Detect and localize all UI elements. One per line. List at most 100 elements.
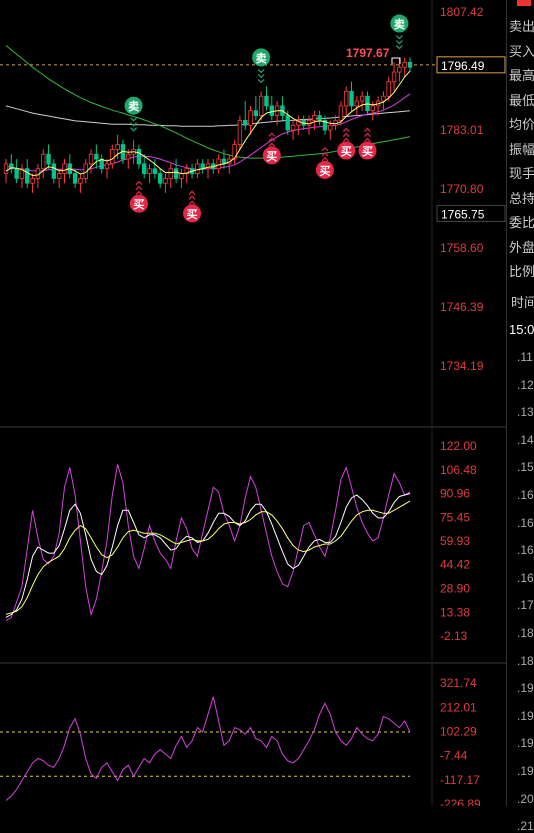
sell-signal: 卖: [390, 14, 409, 50]
candle-body: [126, 153, 131, 160]
candle-body: [157, 173, 163, 184]
side-field-label: 总持: [509, 190, 534, 206]
osc1-axis-tick: -2.13: [440, 629, 468, 643]
candle-body: [147, 168, 152, 174]
candle-body: [30, 177, 35, 184]
trade-time-entry: .15: [517, 460, 534, 475]
trade-time-entry: .18: [517, 653, 534, 668]
candle-body: [9, 163, 14, 170]
candle-body: [237, 119, 243, 145]
trade-time-entry: .16: [517, 488, 534, 502]
candle-body: [51, 163, 57, 179]
trade-time-entry: .19: [517, 681, 534, 696]
candle-body: [232, 144, 237, 160]
quote-side-panel: 卖出 买入 最高 最低 均价 振幅 现手 总持 委比 外盘 比例 时间 15:0 .11 .12 .13 .14…: [506, 0, 534, 833]
side-field-label: 振幅: [509, 141, 534, 157]
candle-body: [195, 163, 200, 174]
osc1-series-line-1: [5, 493, 411, 618]
osc1-axis-tick: 122.00: [440, 439, 477, 453]
buy-signal-label: 买: [362, 145, 373, 158]
ma-short-line: [5, 70, 411, 177]
candle-body: [115, 144, 120, 150]
side-field-label: 外盘: [509, 239, 534, 255]
chart-canvas: 1807.42 1783.01 1770.80 1758.60 1746.39 1734.…: [0, 0, 506, 806]
candle-body: [338, 105, 344, 121]
trade-time-entry: .19: [517, 736, 534, 751]
candle-body: [253, 110, 259, 116]
trade-time-entry: .16: [517, 570, 534, 585]
candle-body: [3, 163, 9, 174]
side-field-label: 均价: [509, 117, 534, 132]
candle-body: [370, 105, 375, 112]
candle-body: [354, 100, 360, 107]
osc1-axis-tick: 13.38: [440, 605, 470, 619]
buy-signal: 买: [337, 127, 356, 160]
candle-body: [407, 61, 413, 68]
osc2-axis-tick: 321.74: [440, 676, 477, 690]
candle-body: [258, 95, 264, 116]
candle-body: [14, 168, 19, 179]
candle-body: [344, 90, 349, 107]
low-marker-label: 1765.75: [441, 207, 485, 221]
osc2-axis-tick: 102.29: [440, 724, 477, 738]
candle-body: [322, 119, 328, 131]
side-field-label: 最低: [509, 92, 534, 108]
side-field-label: 最高: [509, 68, 534, 83]
candle-body: [264, 95, 269, 107]
ma-white-line: [5, 105, 411, 127]
trade-time-entry: .16: [517, 515, 534, 530]
time-value: 15:0: [509, 322, 534, 337]
candle-body: [269, 105, 274, 116]
trade-time-entry: .19: [517, 764, 534, 778]
candle-body: [402, 61, 407, 68]
osc1-axis-tick: 75.45: [440, 510, 470, 524]
price-axis-tick: 1734.19: [440, 359, 484, 373]
candle-body: [168, 168, 173, 179]
price-axis-tick: 1770.80: [440, 182, 484, 196]
osc2-axis-tick: -7.44: [440, 749, 468, 763]
price-axis-tick: 1758.60: [440, 241, 484, 255]
buy-signal: 买: [129, 180, 148, 213]
trade-time-entry: .11: [517, 350, 533, 364]
side-field-label: 比例: [509, 264, 534, 279]
candle-body: [173, 168, 179, 179]
trade-time-entry: .16: [517, 543, 534, 558]
candle-body: [72, 173, 78, 184]
buy-signal-label: 买: [319, 164, 330, 177]
osc1-axis-tick: 28.90: [440, 582, 470, 596]
candle-body: [179, 173, 184, 179]
candle-body: [25, 168, 30, 184]
osc1-axis-tick: 106.48: [440, 463, 477, 477]
candle-body: [349, 90, 354, 107]
candle-body: [328, 124, 333, 131]
side-field-label: 现手: [509, 166, 534, 181]
candle-body: [104, 163, 110, 170]
candle-body: [248, 110, 253, 126]
osc1-axis-tick: 44.42: [440, 558, 470, 572]
side-field-label: 买入: [509, 43, 534, 59]
buy-signal: 买: [358, 127, 377, 160]
candle-body: [216, 158, 221, 170]
price-axis-tick: 1746.39: [440, 300, 484, 314]
candle-body: [359, 95, 365, 102]
candle-body: [386, 81, 391, 97]
candle-body: [333, 119, 338, 126]
peak-marker: [391, 57, 401, 64]
trade-time-entry: .18: [517, 626, 534, 640]
candle-body: [110, 148, 115, 165]
sell-signal: 卖: [124, 96, 143, 132]
candle-body: [56, 173, 62, 179]
sell-signal: 卖: [252, 48, 271, 84]
candle-body: [296, 119, 301, 126]
candle-body: [19, 168, 25, 179]
candle-body: [88, 153, 94, 165]
candle-body: [142, 163, 147, 174]
sell-signal-label: 卖: [394, 17, 405, 31]
trade-time-entry: .17: [517, 598, 534, 613]
buy-signal: 买: [262, 132, 281, 165]
trade-time-entry: .20: [517, 791, 534, 806]
osc2-axis-tick: -117.17: [440, 773, 480, 787]
close-corner-icon[interactable]: [517, 0, 531, 6]
candle-body: [312, 115, 317, 121]
trade-time-entry: .19: [517, 708, 534, 723]
